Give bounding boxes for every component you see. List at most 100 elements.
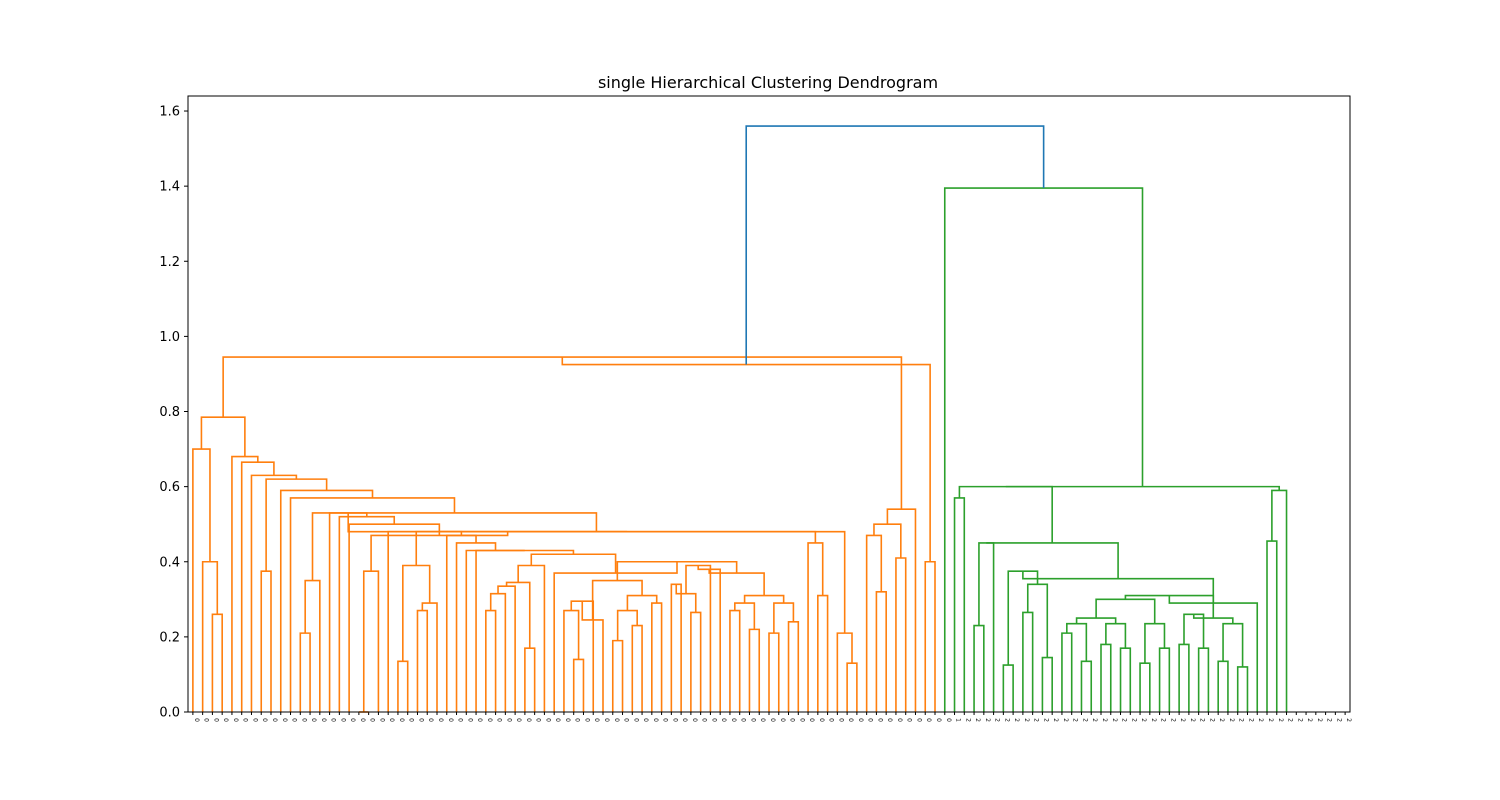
x-tick-label: 2 [1121,718,1128,722]
x-tick-label: 0 [417,718,424,722]
dendrogram-link [1271,489,1288,712]
x-tick-label: 0 [642,718,649,722]
x-tick-label: 0 [613,718,620,722]
x-tick-label: 2 [1189,718,1196,722]
dendrogram-link [1139,662,1151,712]
dendrogram-link [708,569,765,596]
x-tick-label: 2 [1033,718,1040,722]
dendrogram-link [1236,666,1249,712]
x-tick-label: 2 [1081,718,1088,722]
y-tick-label: 1.2 [159,255,180,270]
x-tick-label: 0 [203,718,210,722]
x-tick-label: 1 [955,718,962,722]
x-tick-label: 2 [1003,718,1010,722]
dendrogram-link [743,594,785,604]
dendrogram-link [572,658,585,712]
x-tick-label: 0 [730,718,737,722]
x-tick-label: 2 [1296,718,1303,722]
dendrogram-link [201,560,219,712]
x-tick-label: 0 [945,718,952,722]
dendrogram-link [817,594,829,712]
dendrogram-link [836,632,853,712]
x-tick-label: 0 [701,718,708,722]
x-tick-label: 0 [935,718,942,722]
x-tick-label: 2 [1160,718,1167,722]
x-tick-label: 0 [671,718,678,722]
dendrogram-link [328,512,368,712]
dendrogram-link [1005,485,1281,491]
dendrogram-link [563,609,580,712]
x-tick-label: 0 [330,718,337,722]
x-tick-label: 2 [1287,718,1294,722]
dendrogram-link [250,474,298,712]
x-tick-label: 0 [710,718,717,722]
x-tick-label: 2 [1013,718,1020,722]
x-tick-label: 0 [632,718,639,722]
x-tick-label: 0 [535,718,542,722]
x-tick-label: 0 [789,718,796,722]
x-tick-label: 0 [691,718,698,722]
dendrogram-link [1222,622,1244,667]
dendrogram-link [690,611,702,712]
dendrogram-link [1183,613,1205,649]
x-tick-label: 0 [261,718,268,722]
dendrogram-link [260,570,272,712]
dendrogram-link [1095,598,1156,624]
dendrogram-link [875,591,887,712]
x-tick-label: 0 [896,718,903,722]
dendrogram-link [289,497,456,712]
dendrogram-link [211,613,223,712]
x-tick-label: 0 [496,718,503,722]
dendrogram-link [338,515,396,712]
dendrogram-link [240,461,275,712]
x-tick-label: 0 [339,718,346,722]
dendrogram-link [787,621,800,712]
x-tick-label: 0 [564,718,571,722]
x-tick-label: 0 [457,718,464,722]
x-tick-label: 0 [857,718,864,722]
x-tick-label: 2 [1179,718,1186,722]
x-tick-label: 0 [828,718,835,722]
dendrogram-link [200,416,246,457]
dendrogram-link [553,561,678,712]
x-tick-label: 0 [359,718,366,722]
x-tick-label: 2 [974,718,981,722]
x-tick-label: 0 [886,718,893,722]
x-tick-label: 2 [1335,718,1342,722]
dendrogram-link [973,624,985,712]
dendrogram-link [265,478,328,572]
x-tick-label: 0 [398,718,405,722]
dendrogram-link [958,485,1053,543]
x-tick-label: 0 [749,718,756,722]
dendrogram-link [445,534,477,712]
dendrogram-link [670,583,682,712]
dendrogram-link [1075,617,1117,624]
y-tick-label: 0.0 [159,706,180,721]
dendrogram-link [370,531,509,572]
dendrogram-link [231,455,259,712]
x-tick-label: 2 [964,718,971,722]
x-tick-label: 2 [1091,718,1098,722]
x-tick-label: 0 [447,718,454,722]
dendrogram-link [1119,647,1132,712]
y-tick-label: 1.6 [159,105,180,120]
dendrogram-links [192,125,1288,713]
dendrogram-link [497,585,516,712]
x-tick-label: 0 [798,718,805,722]
x-tick-label: 0 [310,718,317,722]
x-tick-label: 0 [837,718,844,722]
x-tick-label: 0 [876,718,883,722]
dendrogram-link [748,628,761,712]
x-tick-label: 2 [1345,718,1352,722]
y-tick-label: 0.2 [159,630,180,645]
dendrogram-link [1080,660,1093,712]
y-tick-label: 1.0 [159,330,180,345]
x-tick-label: 2 [1101,718,1108,722]
dendrogram-link [631,624,643,712]
x-tick-label: 2 [1111,718,1118,722]
x-tick-label: 0 [652,718,659,722]
x-tick-label: 2 [1062,718,1069,722]
x-tick-label: 0 [544,718,551,722]
x-tick-label: 0 [222,718,229,722]
